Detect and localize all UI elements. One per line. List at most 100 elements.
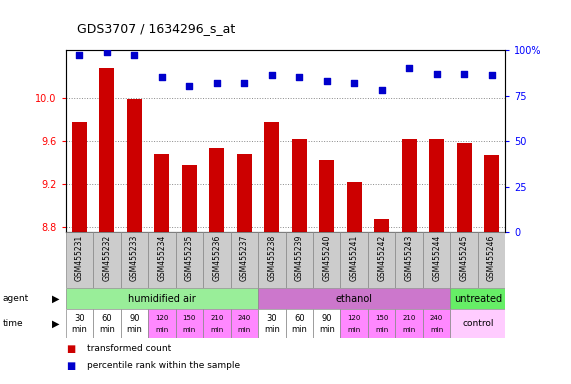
Point: [240, 80, 249, 86]
Bar: [231, 232, 258, 288]
Bar: [457, 143, 472, 232]
Bar: [127, 99, 142, 232]
Text: 90: 90: [321, 314, 332, 323]
Bar: [258, 309, 286, 338]
Bar: [66, 288, 258, 309]
Text: GSM455234: GSM455234: [158, 235, 166, 281]
Bar: [66, 309, 93, 338]
Bar: [368, 232, 395, 288]
Text: GSM455238: GSM455238: [267, 235, 276, 281]
Text: min: min: [99, 325, 115, 334]
Bar: [484, 155, 499, 232]
Point: [460, 71, 469, 77]
Text: 120: 120: [155, 315, 168, 321]
Bar: [231, 309, 258, 338]
Text: humidified air: humidified air: [128, 293, 196, 304]
Point: [185, 83, 194, 89]
Bar: [120, 232, 148, 288]
Text: GSM455240: GSM455240: [322, 235, 331, 281]
Text: 210: 210: [403, 315, 416, 321]
Point: [267, 73, 276, 79]
Text: transformed count: transformed count: [87, 344, 172, 353]
Point: [102, 49, 111, 55]
Text: 60: 60: [294, 314, 304, 323]
Text: min: min: [210, 327, 223, 333]
Text: min: min: [319, 325, 335, 334]
Bar: [264, 122, 279, 232]
Bar: [72, 122, 87, 232]
Bar: [176, 309, 203, 338]
Bar: [237, 154, 252, 232]
Point: [130, 52, 139, 58]
Bar: [93, 309, 120, 338]
Bar: [368, 309, 395, 338]
Point: [432, 71, 441, 77]
Bar: [148, 309, 176, 338]
Text: 240: 240: [238, 315, 251, 321]
Text: min: min: [403, 327, 416, 333]
Text: GDS3707 / 1634296_s_at: GDS3707 / 1634296_s_at: [77, 22, 235, 35]
Text: untreated: untreated: [454, 293, 502, 304]
Point: [377, 87, 386, 93]
Point: [349, 80, 359, 86]
Bar: [340, 309, 368, 338]
Bar: [395, 232, 423, 288]
Text: ethanol: ethanol: [336, 293, 373, 304]
Point: [487, 73, 496, 79]
Bar: [286, 309, 313, 338]
Bar: [319, 161, 334, 232]
Point: [322, 78, 331, 84]
Text: 120: 120: [348, 315, 361, 321]
Bar: [286, 232, 313, 288]
Text: GSM455236: GSM455236: [212, 235, 222, 281]
Bar: [340, 232, 368, 288]
Text: GSM455246: GSM455246: [487, 235, 496, 281]
Text: ■: ■: [66, 344, 75, 354]
Text: GSM455241: GSM455241: [349, 235, 359, 281]
Bar: [176, 232, 203, 288]
Text: time: time: [3, 319, 23, 328]
Point: [295, 74, 304, 80]
Text: GSM455231: GSM455231: [75, 235, 84, 281]
Text: GSM455235: GSM455235: [185, 235, 194, 281]
Text: ■: ■: [66, 361, 75, 371]
Bar: [120, 309, 148, 338]
Point: [405, 65, 414, 71]
Text: min: min: [291, 325, 307, 334]
Bar: [258, 232, 286, 288]
Text: min: min: [430, 327, 443, 333]
Bar: [401, 139, 417, 232]
Text: agent: agent: [3, 294, 29, 303]
Text: 210: 210: [210, 315, 223, 321]
Bar: [423, 232, 451, 288]
Text: min: min: [264, 325, 280, 334]
Bar: [182, 165, 197, 232]
Text: ▶: ▶: [53, 293, 60, 304]
Text: control: control: [462, 319, 493, 328]
Bar: [99, 68, 114, 232]
Text: min: min: [71, 325, 87, 334]
Bar: [451, 288, 505, 309]
Bar: [154, 154, 170, 232]
Bar: [374, 219, 389, 232]
Bar: [451, 232, 478, 288]
Point: [212, 80, 222, 86]
Point: [75, 52, 84, 58]
Text: min: min: [155, 327, 168, 333]
Bar: [66, 232, 93, 288]
Text: 150: 150: [183, 315, 196, 321]
Text: 150: 150: [375, 315, 388, 321]
Text: 60: 60: [102, 314, 112, 323]
Bar: [423, 309, 451, 338]
Text: 30: 30: [74, 314, 85, 323]
Bar: [292, 139, 307, 232]
Bar: [313, 309, 340, 338]
Bar: [313, 232, 340, 288]
Text: 30: 30: [267, 314, 277, 323]
Bar: [209, 147, 224, 232]
Bar: [478, 232, 505, 288]
Text: GSM455245: GSM455245: [460, 235, 469, 281]
Text: GSM455243: GSM455243: [405, 235, 413, 281]
Point: [157, 74, 166, 80]
Text: 240: 240: [430, 315, 443, 321]
